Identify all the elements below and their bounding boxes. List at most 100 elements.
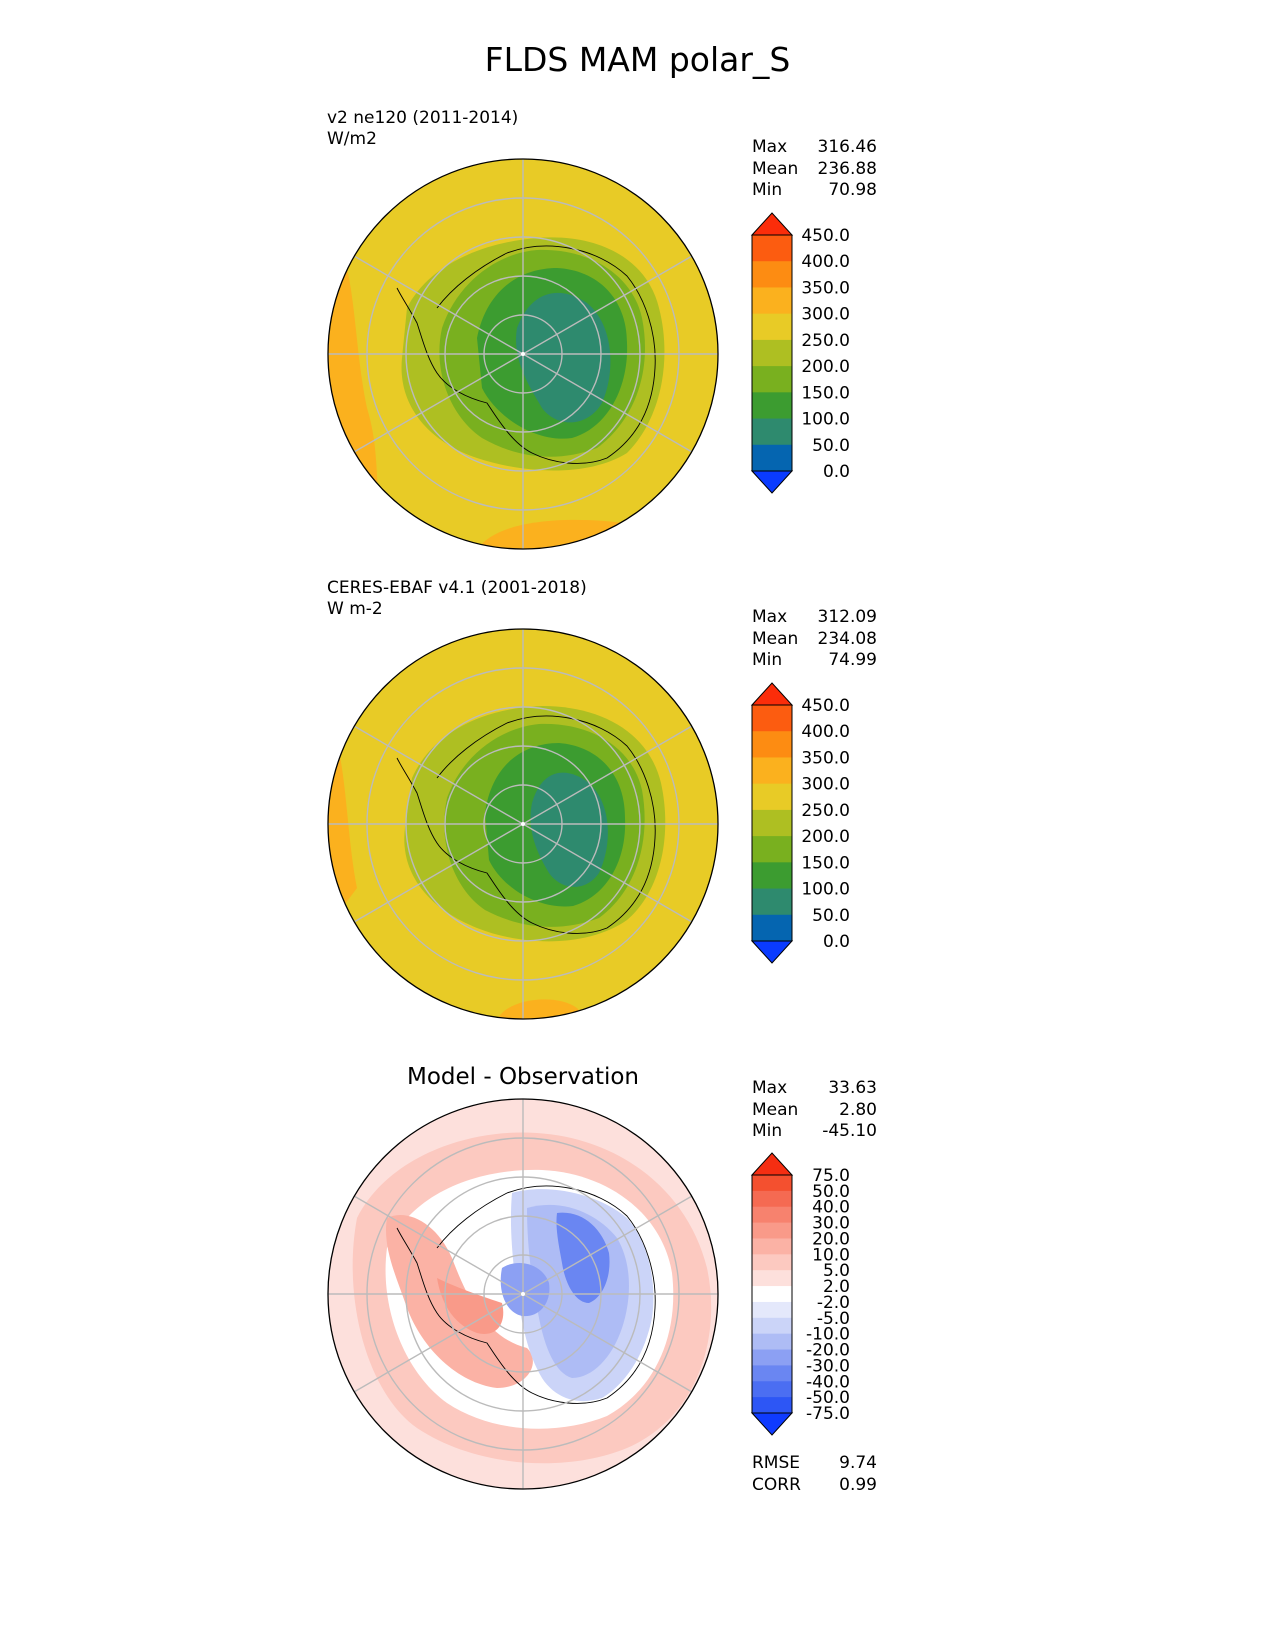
colorbar-outline xyxy=(751,1174,793,1414)
colorbar-tick-label: 350.0 xyxy=(801,748,850,768)
colorbar-segment xyxy=(752,862,792,890)
metric-label: CORR xyxy=(752,1474,801,1495)
metric-value: 0.99 xyxy=(839,1474,877,1495)
colorbar-segment xyxy=(752,757,792,785)
panel2-colorbar: 0.0 50.0 100.0 150.0 200.0 250.0 300.0 350.0 400… xyxy=(750,682,850,964)
colorbar-tick-label: 450.0 xyxy=(801,696,850,716)
colorbar-segment xyxy=(752,1286,792,1303)
panel1-polar-map xyxy=(327,158,719,550)
stat-label: Mean xyxy=(752,158,799,179)
panel1-units: W/m2 xyxy=(327,129,377,149)
stat-label: Mean xyxy=(752,628,799,649)
stat-label: Max xyxy=(752,1078,788,1098)
colorbar-segment xyxy=(752,1190,792,1208)
colorbar-segment xyxy=(752,287,792,315)
colorbar-segment xyxy=(752,705,792,732)
stat-value: 236.88 xyxy=(817,158,877,179)
stat-label: Mean xyxy=(752,1099,799,1120)
colorbar-tick-label: 150.0 xyxy=(801,853,850,873)
colorbar-tick-label: 50.0 xyxy=(812,436,850,456)
colorbar-segment xyxy=(752,731,792,758)
stat-label: Max xyxy=(752,607,788,627)
colorbar-segment xyxy=(752,1397,792,1414)
colorbar-segment xyxy=(752,339,792,367)
colorbar-segment xyxy=(752,809,792,837)
colorbar-segment xyxy=(752,836,792,863)
panel3-title: Model - Observation xyxy=(406,1064,640,1090)
colorbar-segment xyxy=(752,914,792,942)
colorbar-tick-label: 20.0 xyxy=(812,1229,850,1249)
stat-value: 70.98 xyxy=(828,180,877,200)
stat-value: 312.09 xyxy=(817,607,877,627)
colorbar-tick-label: 250.0 xyxy=(801,801,850,821)
colorbar-tick-label: 2.0 xyxy=(823,1277,850,1297)
colorbar-extend-max xyxy=(750,212,794,236)
colorbar-tick-label: 250.0 xyxy=(801,331,850,351)
colorbar-tick-label: 150.0 xyxy=(801,383,850,403)
colorbar-tick-label: 350.0 xyxy=(801,278,850,298)
panel3-stats: Max 33.63 Mean 2.80 Min -45.10 xyxy=(752,1078,877,1143)
panel2-units: W m-2 xyxy=(327,599,383,619)
metric-label: RMSE xyxy=(752,1453,801,1473)
colorbar-segment xyxy=(752,783,792,811)
stat-value: 33.63 xyxy=(828,1078,877,1098)
colorbar-tick-label: 400.0 xyxy=(801,252,850,272)
diff-ross-positive xyxy=(437,1278,504,1334)
colorbar-tick-label: 200.0 xyxy=(801,827,850,847)
colorbar-tick-label: 40.0 xyxy=(812,1198,850,1218)
panel3-metrics: RMSE 9.74 CORR 0.99 xyxy=(752,1453,877,1496)
colorbar-tick-label: 50.0 xyxy=(812,1182,850,1202)
colorbar-segment xyxy=(752,366,792,393)
colorbar-segment xyxy=(752,418,792,446)
colorbar-segment xyxy=(752,1206,792,1224)
colorbar-tick-label: -40.0 xyxy=(806,1372,850,1392)
colorbar-tick-label: -50.0 xyxy=(806,1388,850,1408)
panel2-stats: Max 312.09 Mean 234.08 Min 74.99 xyxy=(752,607,877,672)
coastline xyxy=(396,245,656,464)
colorbar-tick-label: 100.0 xyxy=(801,410,850,430)
figure-title: FLDS MAM polar_S xyxy=(484,40,791,79)
colorbar-segment xyxy=(752,1254,792,1271)
colorbar-extend-min xyxy=(750,1412,794,1436)
colorbar-tick-label: 10.0 xyxy=(812,1245,850,1265)
colorbar-tick-label: -20.0 xyxy=(806,1341,850,1361)
colorbar-segment xyxy=(752,444,792,472)
stat-label: Min xyxy=(752,650,783,670)
coastline xyxy=(396,1185,656,1404)
colorbar-tick-label: 5.0 xyxy=(823,1261,850,1281)
colorbar-tick-label: 450.0 xyxy=(801,226,850,246)
colorbar-extend-min xyxy=(750,470,794,494)
colorbar-segment xyxy=(752,1381,792,1398)
colorbar-extend-max xyxy=(750,1152,794,1176)
colorbar-segment xyxy=(752,392,792,420)
colorbar-tick-label: -2.0 xyxy=(817,1293,850,1313)
colorbar-segment xyxy=(752,1270,792,1287)
stat-label: Min xyxy=(752,1121,783,1141)
colorbar-tick-label: 0.0 xyxy=(823,932,850,952)
stat-value: 234.08 xyxy=(817,628,877,649)
colorbar-tick-label: 100.0 xyxy=(801,880,850,900)
colorbar-segment xyxy=(752,888,792,916)
colorbar-tick-label: 75.0 xyxy=(812,1166,850,1186)
colorbar-segment xyxy=(752,1222,792,1239)
colorbar-tick-label: 200.0 xyxy=(801,357,850,377)
stat-value: 74.99 xyxy=(828,650,877,670)
panel3-colorbar: -75.0-50.0-40.0-30.0-20.0-10.0-5.0-2.02.… xyxy=(750,1152,850,1436)
stat-value: 316.46 xyxy=(817,137,877,157)
colorbar-segment xyxy=(752,1365,792,1382)
colorbar-tick-label: -5.0 xyxy=(817,1309,850,1329)
colorbar-segment xyxy=(752,1301,792,1319)
colorbar-segment xyxy=(752,1175,792,1192)
panel1-stats: Max 316.46 Mean 236.88 Min 70.98 xyxy=(752,137,877,202)
colorbar-tick-label: 300.0 xyxy=(801,775,850,795)
stat-label: Min xyxy=(752,180,783,200)
panel2-polar-map xyxy=(327,628,719,1020)
colorbar-extend-min xyxy=(750,940,794,964)
colorbar-segment xyxy=(752,261,792,288)
colorbar-extend-max xyxy=(750,682,794,706)
colorbar-outline xyxy=(751,234,793,472)
stat-label: Max xyxy=(752,137,788,157)
colorbar-tick-label: 300.0 xyxy=(801,305,850,325)
stat-value: 2.80 xyxy=(839,1099,877,1120)
colorbar-segment xyxy=(752,1333,792,1351)
